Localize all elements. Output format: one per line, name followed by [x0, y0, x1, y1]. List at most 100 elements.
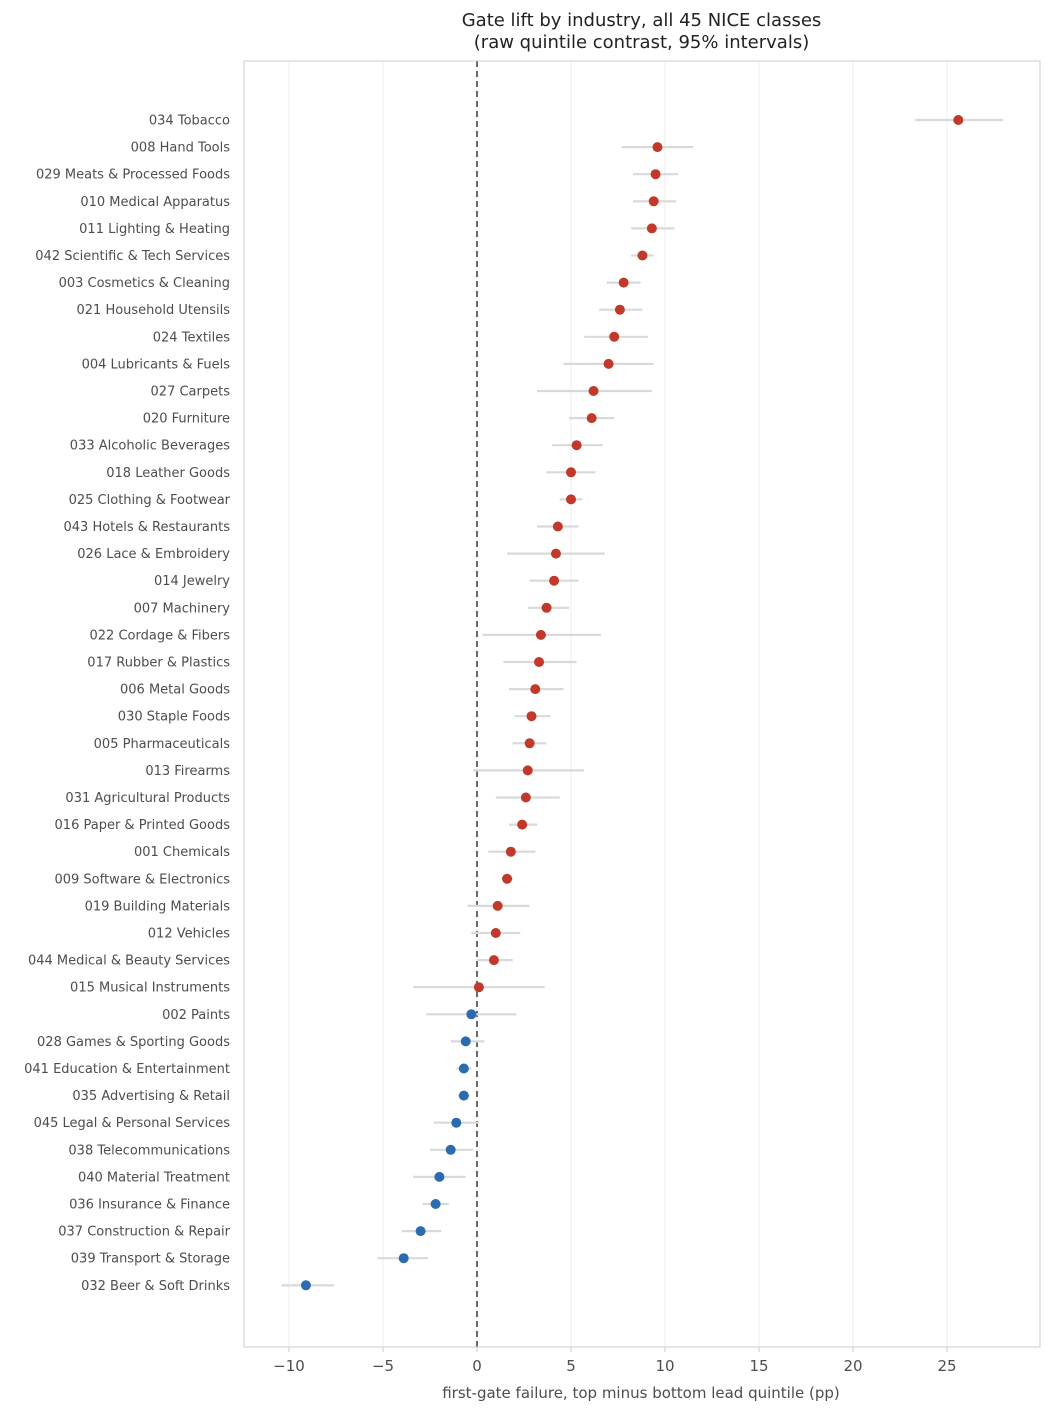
industry-label: 036 Insurance & Finance — [69, 1198, 230, 1213]
industry-label: 040 Material Treatment — [78, 1170, 230, 1185]
industry-label: 005 Pharmaceuticals — [94, 737, 231, 752]
chart-subtitle-line: (raw quintile contrast, 95% intervals) — [473, 32, 810, 53]
industry-label: 027 Carpets — [151, 385, 231, 400]
x-tick-label: 0 — [472, 1357, 482, 1375]
vertical-gridlines — [288, 61, 948, 1347]
x-tick-label: 15 — [749, 1357, 768, 1375]
point-marker — [458, 1090, 469, 1101]
point-marker — [609, 331, 620, 342]
point-estimates — [300, 115, 964, 1291]
industry-label: 002 Paints — [162, 1008, 230, 1023]
industry-label: 018 Leather Goods — [106, 466, 230, 481]
plot-frame — [243, 60, 1041, 1348]
point-marker — [458, 1063, 469, 1074]
industry-label: 041 Education & Entertainment — [24, 1062, 230, 1077]
point-marker — [603, 358, 614, 369]
industry-label: 029 Meats & Processed Foods — [36, 168, 230, 183]
chart-title-line: Gate lift by industry, all 45 NICE class… — [461, 10, 822, 31]
industry-label: 007 Machinery — [134, 601, 231, 616]
point-marker — [517, 819, 528, 830]
x-tick-label: 10 — [655, 1357, 674, 1375]
industry-label: 004 Lubricants & Fuels — [82, 357, 231, 372]
industry-label: 033 Alcoholic Beverages — [70, 439, 230, 454]
industry-label: 006 Metal Goods — [120, 683, 230, 698]
point-marker — [502, 873, 513, 884]
point-marker — [586, 413, 597, 424]
industry-label: 014 Jewelry — [154, 574, 230, 589]
point-marker — [505, 846, 516, 857]
industry-label: 015 Musical Instruments — [70, 981, 230, 996]
industry-label: 008 Hand Tools — [131, 141, 231, 156]
industry-label: 016 Paper & Printed Goods — [55, 818, 231, 833]
chart-title: Gate lift by industry, all 45 NICE class… — [243, 10, 1040, 54]
industry-label: 013 Firearms — [145, 764, 230, 779]
industry-labels: 034 Tobacco 008 Hand Tools 029 Meats & Pro… — [24, 114, 231, 1294]
point-marker — [473, 982, 484, 993]
point-marker — [652, 142, 663, 153]
point-marker — [490, 928, 501, 938]
industry-label: 020 Furniture — [143, 412, 230, 427]
industry-label: 024 Textiles — [153, 330, 230, 345]
point-marker — [648, 196, 659, 207]
point-marker — [492, 900, 503, 911]
industry-label: 021 Household Utensils — [77, 303, 231, 318]
point-marker — [566, 494, 576, 505]
industry-label: 012 Vehicles — [148, 927, 230, 942]
industry-label: 001 Chemicals — [134, 845, 230, 860]
point-marker — [566, 467, 576, 478]
x-tick-label: 25 — [937, 1357, 956, 1375]
industry-label: 035 Advertising & Retail — [72, 1089, 230, 1104]
point-marker — [434, 1171, 445, 1182]
point-marker — [522, 765, 533, 776]
industry-label: 028 Games & Sporting Goods — [37, 1035, 230, 1050]
industry-label: 038 Telecommunications — [68, 1143, 230, 1158]
point-marker — [445, 1144, 456, 1155]
x-axis-label: first-gate failure, top minus bottom lea… — [442, 1384, 840, 1402]
point-marker — [534, 657, 545, 667]
point-marker — [571, 440, 582, 451]
industry-label: 025 Clothing & Footwear — [69, 493, 231, 508]
point-marker — [614, 304, 625, 315]
x-tick-label: −5 — [372, 1357, 394, 1375]
industry-label: 011 Lighting & Heating — [79, 222, 230, 237]
industry-label: 009 Software & Electronics — [54, 872, 230, 887]
point-marker — [300, 1280, 311, 1291]
point-marker — [524, 738, 535, 749]
industry-label: 017 Rubber & Plastics — [87, 656, 230, 671]
x-tick-label: −10 — [273, 1357, 305, 1375]
point-marker — [637, 250, 648, 261]
industry-label: 003 Cosmetics & Cleaning — [59, 276, 230, 291]
point-marker — [460, 1036, 471, 1047]
point-marker — [535, 629, 546, 640]
industry-label: 032 Beer & Soft Drinks — [81, 1279, 230, 1294]
industry-label: 045 Legal & Personal Services — [34, 1116, 231, 1131]
point-marker — [530, 684, 541, 695]
industry-label: 037 Construction & Repair — [58, 1225, 230, 1240]
point-marker — [430, 1199, 441, 1209]
point-marker — [646, 223, 657, 234]
point-marker — [466, 1009, 477, 1020]
point-marker — [520, 792, 531, 803]
point-marker — [588, 386, 599, 396]
point-marker — [541, 602, 552, 613]
industry-label: 044 Medical & Beauty Services — [28, 954, 230, 969]
x-axis-ticks: −10 −5 0 5 10 15 20 25 — [273, 1347, 957, 1375]
industry-label: 022 Cordage & Fibers — [90, 628, 231, 643]
point-marker — [526, 711, 537, 722]
industry-label: 019 Building Materials — [85, 899, 231, 914]
industry-label: 039 Transport & Storage — [71, 1252, 230, 1267]
point-marker — [415, 1226, 426, 1237]
point-marker — [549, 575, 560, 586]
point-marker — [618, 277, 629, 288]
industry-label: 010 Medical Apparatus — [80, 195, 230, 210]
industry-label: 043 Hotels & Restaurants — [64, 520, 231, 535]
industry-label: 034 Tobacco — [149, 114, 230, 129]
point-marker — [552, 521, 563, 532]
point-marker — [650, 169, 661, 180]
point-marker — [488, 955, 499, 966]
industry-label: 042 Scientific & Tech Services — [35, 249, 230, 264]
x-tick-label: 20 — [843, 1357, 862, 1375]
x-tick-label: 5 — [566, 1357, 576, 1375]
point-marker — [398, 1253, 409, 1264]
